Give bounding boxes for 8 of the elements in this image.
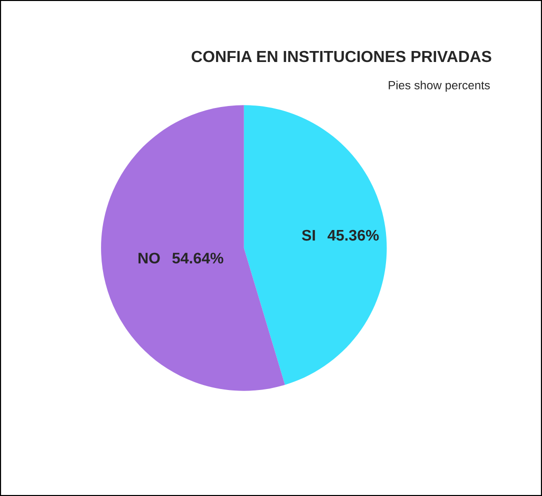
- data-label: 54.64%: [172, 252, 224, 264]
- slice-label: SI: [302, 230, 315, 241]
- pie-slice: [101, 105, 285, 391]
- pie-slice: [244, 105, 387, 385]
- slice-label: NO: [138, 252, 160, 264]
- data-label: 45.36%: [328, 230, 379, 241]
- text: Pies show percents: [388, 80, 490, 92]
- chart-title: CONFIA EN INSTITUCIONES PRIVADAS: [192, 50, 492, 62]
